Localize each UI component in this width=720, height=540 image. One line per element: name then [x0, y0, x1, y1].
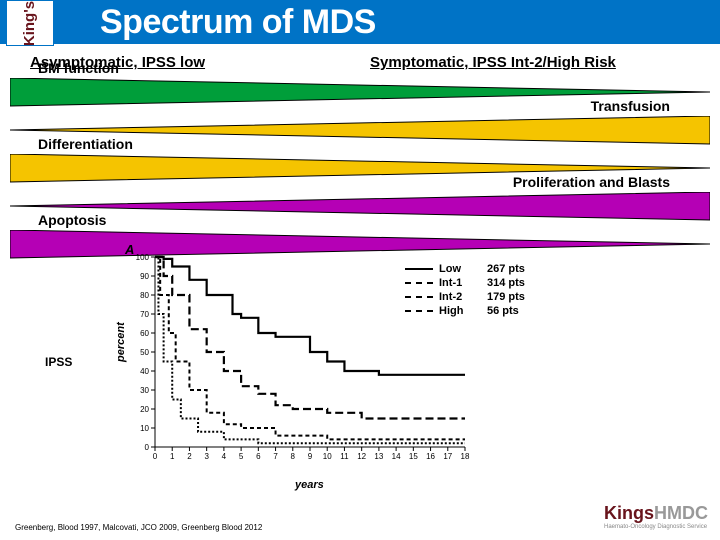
svg-text:100: 100 — [136, 253, 150, 262]
legend-label: Low — [439, 262, 487, 276]
kings-logo: King's — [6, 0, 54, 46]
slide-title: Spectrum of MDS — [100, 3, 376, 42]
svg-text:0: 0 — [145, 443, 150, 452]
svg-text:70: 70 — [140, 310, 149, 319]
wedge-label: Transfusion — [591, 98, 670, 114]
chart-xlabel: years — [295, 479, 324, 491]
wedge-area: BM functionTransfusionDifferentiationPro… — [10, 78, 710, 228]
header-banner: King's Spectrum of MDS — [0, 0, 720, 44]
svg-text:14: 14 — [392, 452, 401, 461]
legend-label: High — [439, 304, 487, 318]
svg-text:80: 80 — [140, 291, 149, 300]
svg-text:10: 10 — [140, 424, 149, 433]
svg-text:13: 13 — [374, 452, 383, 461]
survival-chart: A percent years 012345678910111213141516… — [125, 242, 515, 487]
legend-row: Low267 pts — [405, 262, 585, 276]
footer-logo-suffix: HMDC — [654, 503, 708, 523]
kings-logo-text: King's — [21, 0, 38, 45]
svg-text:40: 40 — [140, 367, 149, 376]
legend-pts: 314 pts — [487, 276, 525, 290]
svg-text:50: 50 — [140, 348, 149, 357]
legend-label: Int-2 — [439, 290, 487, 304]
legend-pts: 179 pts — [487, 290, 525, 304]
heading-right: Symptomatic, IPSS Int-2/High Risk — [370, 54, 616, 71]
legend-row: High56 pts — [405, 304, 585, 318]
svg-text:4: 4 — [222, 452, 227, 461]
chart-panel-label: A — [125, 242, 134, 257]
svg-text:0: 0 — [153, 452, 158, 461]
wedge-row: Proliferation and Blasts — [10, 192, 710, 224]
svg-text:2: 2 — [187, 452, 192, 461]
chart-ylabel: percent — [115, 322, 127, 362]
wedge-label: BM function — [38, 60, 119, 76]
svg-text:15: 15 — [409, 452, 418, 461]
svg-text:60: 60 — [140, 329, 149, 338]
svg-text:20: 20 — [140, 405, 149, 414]
svg-text:30: 30 — [140, 386, 149, 395]
legend-row: Int-1314 pts — [405, 276, 585, 290]
svg-text:9: 9 — [308, 452, 313, 461]
svg-text:3: 3 — [204, 452, 209, 461]
svg-text:5: 5 — [239, 452, 244, 461]
footer-logo-brand: Kings — [604, 503, 654, 523]
svg-text:16: 16 — [426, 452, 435, 461]
ipss-label: IPSS — [45, 355, 72, 369]
svg-text:17: 17 — [443, 452, 452, 461]
citation: Greenberg, Blood 1997, Malcovati, JCO 20… — [15, 523, 262, 532]
svg-text:8: 8 — [291, 452, 296, 461]
chart-legend: Low267 ptsInt-1314 ptsInt-2179 ptsHigh56… — [405, 262, 585, 318]
svg-text:7: 7 — [273, 452, 278, 461]
svg-text:11: 11 — [340, 452, 349, 461]
wedge-label: Proliferation and Blasts — [513, 174, 670, 190]
footer-logo-sub: Haemato-Oncology Diagnostic Service — [604, 524, 708, 530]
legend-row: Int-2179 pts — [405, 290, 585, 304]
svg-text:1: 1 — [170, 452, 175, 461]
svg-text:10: 10 — [323, 452, 332, 461]
svg-text:18: 18 — [461, 452, 470, 461]
svg-text:12: 12 — [357, 452, 366, 461]
wedge-label: Differentiation — [38, 136, 133, 152]
svg-text:6: 6 — [256, 452, 261, 461]
legend-pts: 267 pts — [487, 262, 525, 276]
footer-logo: KingsHMDC Haemato-Oncology Diagnostic Se… — [604, 503, 708, 530]
legend-label: Int-1 — [439, 276, 487, 290]
wedge-label: Apoptosis — [38, 212, 106, 228]
legend-pts: 56 pts — [487, 304, 519, 318]
svg-text:90: 90 — [140, 272, 149, 281]
